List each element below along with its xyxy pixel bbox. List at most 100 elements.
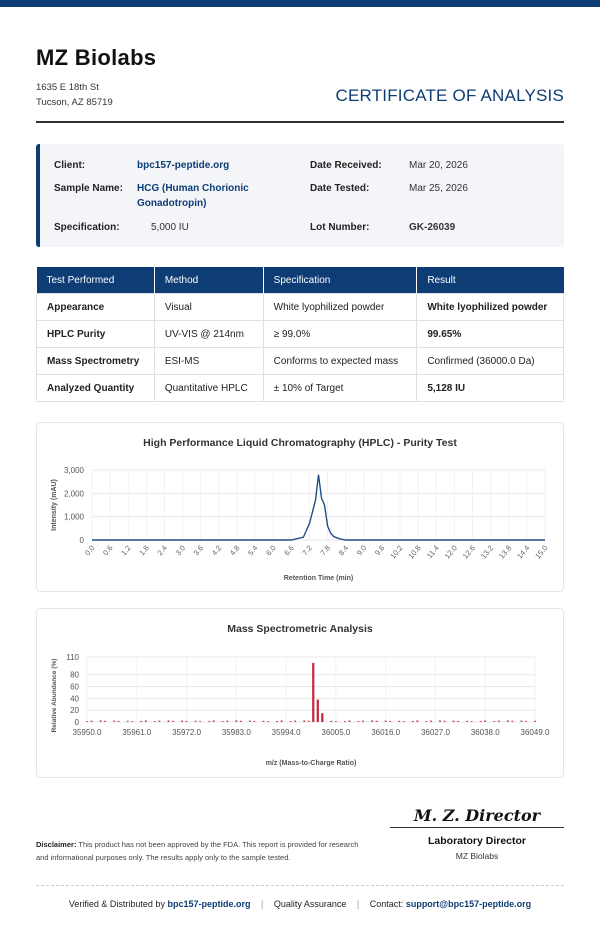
company-name: MZ Biolabs	[36, 45, 157, 70]
noise-bar	[362, 720, 364, 722]
noise-bar	[384, 720, 387, 722]
footer-contact-label: Contact:	[369, 899, 404, 909]
sample-name-label: Sample Name:	[54, 183, 123, 194]
test-spec: White lyophilized powder	[262, 293, 418, 321]
noise-bar	[348, 720, 351, 722]
noise-bar	[307, 720, 310, 722]
sample-info-panel: Client: bpc157-peptide.org Sample Name: …	[36, 144, 564, 247]
signature-line	[390, 827, 564, 828]
x-tick-label: 10.8	[406, 544, 422, 561]
noise-bar	[425, 721, 428, 722]
footer-email-link[interactable]: support@bpc157-peptide.org	[405, 899, 532, 909]
y-axis-label: Relative Abundance (%)	[51, 659, 58, 733]
y-tick-label: 110	[66, 653, 79, 662]
footer-verified-text: Verified & Distributed by	[68, 899, 165, 909]
x-tick-label: 14.4	[515, 544, 531, 561]
x-tick-label: 8.4	[337, 544, 351, 558]
test-name: HPLC Purity	[36, 320, 155, 348]
noise-bar	[525, 720, 527, 722]
x-tick-label: 13.2	[479, 544, 495, 561]
noise-bar	[235, 720, 238, 722]
noise-bar	[452, 720, 455, 722]
document-title: CERTIFICATE OF ANALYSIS	[335, 86, 564, 105]
x-tick-label: 36016.0	[371, 728, 400, 737]
signatory-org: MZ Biolabs	[455, 851, 499, 861]
noise-bar	[126, 720, 129, 722]
signatory-title: Laboratory Director	[427, 835, 527, 847]
test-result: 5,128 IU	[416, 374, 564, 402]
noise-bar	[249, 720, 251, 722]
noise-bar	[439, 720, 441, 722]
footer-separator: |	[260, 899, 264, 909]
x-tick-label: 6.0	[264, 544, 278, 558]
y-tick-label: 3,000	[64, 466, 85, 475]
lot-number-label: Lot Number:	[310, 222, 370, 233]
x-tick-label: 13.8	[497, 544, 513, 561]
x-tick-label: 4.8	[228, 544, 242, 558]
y-tick-label: 80	[70, 671, 79, 680]
y-tick-label: 0	[75, 718, 80, 727]
x-tick-label: 10.2	[388, 544, 404, 561]
noise-bar	[185, 720, 188, 722]
x-tick-label: 12.6	[461, 544, 477, 561]
disclaimer-label: Disclaimer:	[36, 840, 77, 849]
x-tick-label: 6.6	[282, 544, 296, 558]
x-tick-label: 35994.0	[272, 728, 301, 737]
x-tick-label: 36049.0	[521, 728, 550, 737]
x-tick-label: 0.6	[101, 544, 115, 558]
noise-bar	[131, 721, 134, 722]
x-tick-label: 0.0	[83, 544, 97, 558]
table-row: HPLC Purity UV-VIS @ 214nm ≥ 99.0% 99.65…	[36, 320, 564, 348]
noise-bar	[470, 721, 473, 722]
footer-qa: Quality Assurance	[273, 899, 347, 909]
noise-bar	[416, 720, 419, 722]
noise-bar	[430, 720, 432, 722]
noise-bar	[411, 720, 414, 722]
noise-bar	[86, 721, 88, 722]
noise-bar	[479, 720, 482, 722]
test-spec: ± 10% of Target	[262, 374, 418, 402]
noise-bar	[144, 720, 147, 722]
x-tick-label: 1.2	[119, 544, 133, 558]
y-tick-label: 20	[70, 706, 79, 715]
noise-bar	[466, 720, 469, 722]
table-row: Analyzed Quantity Quantitative HPLC ± 10…	[36, 374, 564, 402]
x-tick-label: 3.0	[174, 544, 188, 558]
hplc-chart-card: High Performance Liquid Chromatography (…	[36, 422, 564, 592]
table-row: Appearance Visual White lyophilized powd…	[36, 293, 564, 321]
noise-bar	[117, 720, 120, 722]
x-tick-label: 9.6	[373, 544, 387, 558]
footer-site-link[interactable]: bpc157-peptide.org	[167, 899, 251, 909]
noise-bar	[262, 720, 265, 722]
noise-bar	[344, 720, 346, 722]
y-axis-label: Intensity (mAU)	[51, 479, 58, 531]
disclaimer-text: This product has not been approved by th…	[36, 840, 359, 862]
ms-chart-card: Mass Spectrometric Analysis 110 80 60 40 20 0…	[36, 608, 564, 778]
test-result: White lyophilized powder	[416, 293, 564, 321]
x-tick-label: 7.2	[300, 544, 314, 558]
x-tick-label: 7.8	[318, 544, 332, 558]
y-tick-label: 60	[70, 683, 79, 692]
test-spec: ≥ 99.0%	[262, 320, 418, 348]
x-tick-label: 15.0	[533, 544, 549, 561]
table-header-row: Test Performed Method Specification Resu…	[36, 267, 564, 294]
header-divider	[36, 121, 564, 123]
test-name: Appearance	[36, 293, 155, 321]
peak-bar	[312, 662, 315, 722]
hplc-series-line	[92, 474, 545, 541]
noise-bar	[303, 720, 306, 722]
test-name: Analyzed Quantity	[36, 374, 155, 402]
header-result: Result	[416, 267, 564, 294]
ms-chart-title: Mass Spectrometric Analysis	[227, 623, 373, 635]
top-accent-bar	[0, 0, 600, 7]
noise-bar	[534, 720, 536, 722]
y-tick-label: 2,000	[64, 489, 85, 498]
x-tick-label: 2.4	[155, 544, 169, 558]
x-tick-label: 35950.0	[73, 728, 102, 737]
client-link[interactable]: bpc157-peptide.org	[137, 160, 230, 171]
address-line-2: Tucson, AZ 85719	[36, 97, 113, 108]
footer-separator: |	[356, 899, 360, 909]
peak-bar	[321, 713, 324, 722]
x-tick-label: 36005.0	[321, 728, 350, 737]
noise-bar	[208, 720, 211, 722]
